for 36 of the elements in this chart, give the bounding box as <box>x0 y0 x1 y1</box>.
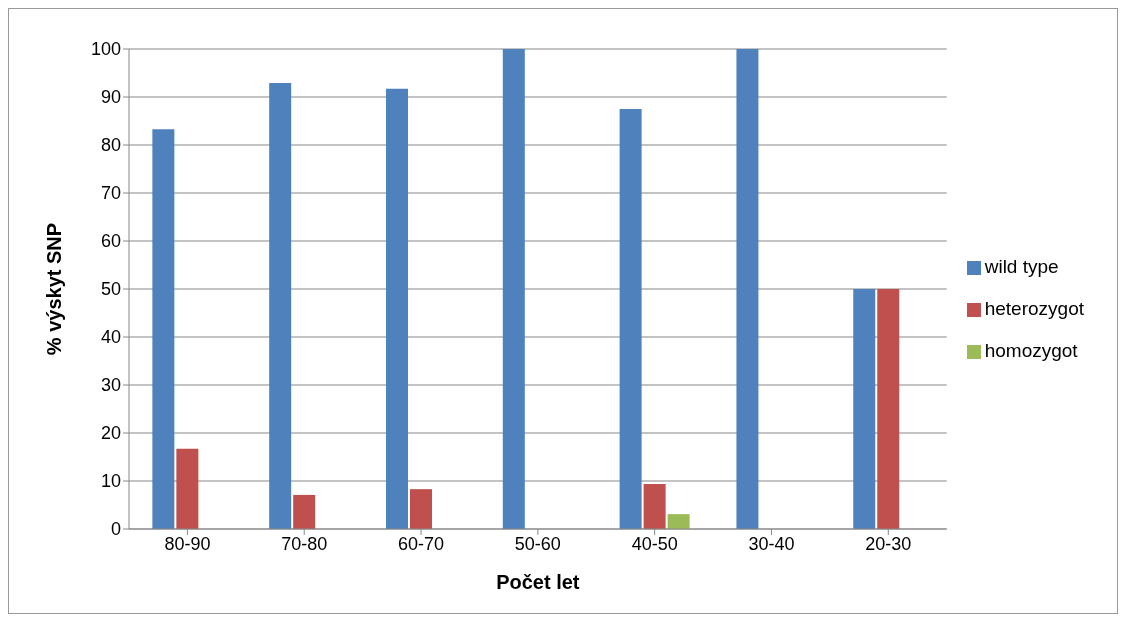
legend-label: wild type <box>984 256 1059 277</box>
x-tick-label: 80-90 <box>164 533 211 554</box>
x-axis-title: Počet let <box>496 571 580 593</box>
x-tick-label: 40-50 <box>631 533 678 554</box>
x-tick-label: 70-80 <box>281 533 328 554</box>
bar <box>269 83 292 529</box>
bar <box>385 88 408 529</box>
bar <box>176 448 199 529</box>
x-tick-label: 20-30 <box>865 533 912 554</box>
y-tick-label: 60 <box>100 231 121 252</box>
x-tick-label: 30-40 <box>748 533 795 554</box>
y-tick-label: 80 <box>100 135 121 156</box>
y-tick-label: 70 <box>100 183 121 204</box>
bar <box>152 129 175 529</box>
bar <box>853 289 876 529</box>
y-tick-label: 100 <box>90 39 121 60</box>
bar <box>619 109 642 529</box>
y-tick-label: 10 <box>100 471 121 492</box>
y-tick-label: 40 <box>100 327 121 348</box>
y-tick-label: 50 <box>100 279 121 300</box>
legend-label: homozygot <box>984 340 1078 361</box>
bar <box>643 483 666 529</box>
bar <box>409 489 432 529</box>
legend-label: heterozygot <box>984 298 1084 319</box>
bar <box>293 494 316 529</box>
bar <box>502 49 525 529</box>
x-tick-label: 60-70 <box>398 533 445 554</box>
y-tick-label: 20 <box>100 423 121 444</box>
bar <box>667 514 690 529</box>
y-tick-label: 30 <box>100 375 121 396</box>
bar <box>877 289 900 529</box>
y-axis-title: % výskyt SNP <box>43 222 66 356</box>
y-tick-label: 90 <box>100 87 121 108</box>
y-tick-label: 0 <box>110 519 121 540</box>
bar <box>736 49 759 529</box>
x-tick-label: 50-60 <box>514 533 561 554</box>
